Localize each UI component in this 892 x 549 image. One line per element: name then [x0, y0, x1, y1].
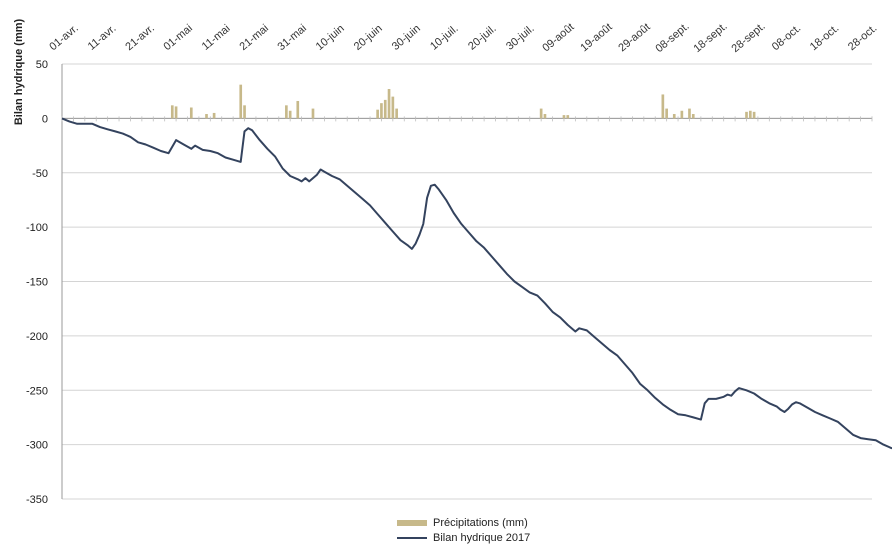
- x-tick-label: 28-oct.: [846, 22, 879, 53]
- precipitation-bar: [672, 114, 676, 119]
- precipitation-bar: [691, 114, 695, 119]
- x-tick-label: 30-juil.: [504, 23, 537, 53]
- x-tick-label: 10-juin: [314, 22, 347, 52]
- precipitation-bar: [243, 105, 246, 119]
- x-tick-label: 08-sept.: [653, 20, 691, 55]
- x-tick-label: 21-avr.: [123, 22, 156, 53]
- x-tick-label: 29-août: [616, 21, 652, 54]
- x-tick-label: 08-oct.: [770, 22, 803, 53]
- precipitation-bar: [688, 108, 691, 119]
- precipitation-bar: [748, 110, 752, 119]
- precipitation-bar: [376, 109, 379, 119]
- precipitation-bar: [566, 115, 570, 119]
- x-tick-label: 20-juil.: [466, 23, 499, 53]
- y-tick-label: 0: [42, 113, 48, 125]
- precipitation-bar: [288, 110, 292, 119]
- y-tick-label: -350: [26, 494, 48, 506]
- precipitation-bar: [395, 108, 398, 119]
- y-tick-label: -300: [26, 440, 48, 452]
- x-tick-label: 18-sept.: [691, 20, 729, 55]
- x-tick-label: 21-mai: [237, 22, 270, 53]
- y-tick-label: -50: [32, 168, 48, 180]
- y-tick-label: -200: [26, 331, 48, 343]
- legend-label-bilan: Bilan hydrique 2017: [433, 531, 531, 544]
- x-tick-label: 01-avr.: [47, 22, 80, 53]
- precipitation-bar: [665, 108, 668, 119]
- precipitation-bar: [661, 94, 665, 119]
- x-tick-label: 10-juil.: [428, 23, 461, 53]
- precipitation-bar: [745, 111, 748, 119]
- precipitation-bar: [189, 107, 193, 119]
- precipitation-bar: [383, 99, 387, 119]
- precipitation-bar: [170, 105, 174, 119]
- x-tick-label: 30-juin: [390, 22, 423, 52]
- y-tick-label: -100: [26, 222, 48, 234]
- legend-label-precipitations: Précipitations (mm): [433, 516, 528, 529]
- x-tick-label: 31-mai: [276, 22, 309, 53]
- precipitation-bar: [380, 103, 383, 119]
- precipitation-bar: [752, 111, 756, 119]
- bilan-hydrique-line: [61, 117, 892, 450]
- y-tick-label: -150: [26, 277, 48, 289]
- x-tick-label: 09-août: [540, 21, 576, 54]
- legend-item-precipitations: Précipitations (mm): [397, 515, 530, 530]
- x-tick-label: 19-août: [578, 21, 614, 54]
- legend-swatch-precipitations: [397, 519, 427, 526]
- precipitation-bar: [239, 84, 243, 119]
- y-tick-label: -250: [26, 385, 48, 397]
- x-tick-label: 11-avr.: [86, 23, 119, 53]
- y-axis-title: Bilan hydrique (mm): [13, 18, 25, 125]
- y-tick-label: 50: [36, 59, 48, 71]
- x-tick-label: 28-sept.: [729, 20, 767, 55]
- legend: Précipitations (mm) Bilan hydrique 2017: [397, 515, 530, 545]
- precipitation-bar: [205, 114, 208, 119]
- x-tick-label: 20-juin: [352, 22, 385, 52]
- legend-item-bilan: Bilan hydrique 2017: [397, 530, 530, 545]
- x-tick-label: 01-mai: [161, 22, 194, 53]
- precipitation-bar: [391, 96, 395, 119]
- precipitation-bar: [285, 105, 288, 119]
- x-tick-label: 11-mai: [200, 23, 233, 53]
- precipitation-bar: [296, 100, 300, 119]
- legend-swatch-bilan: [397, 536, 427, 539]
- precipitation-bar: [212, 112, 216, 119]
- x-tick-label: 18-oct.: [808, 22, 841, 53]
- precipitation-bar: [562, 115, 566, 119]
- precipitation-bar: [680, 110, 684, 119]
- precipitation-bar: [543, 114, 547, 119]
- precipitation-bar: [311, 108, 315, 119]
- precipitation-bar: [539, 108, 543, 119]
- precipitation-bar: [174, 106, 178, 119]
- precipitation-bar: [387, 89, 391, 119]
